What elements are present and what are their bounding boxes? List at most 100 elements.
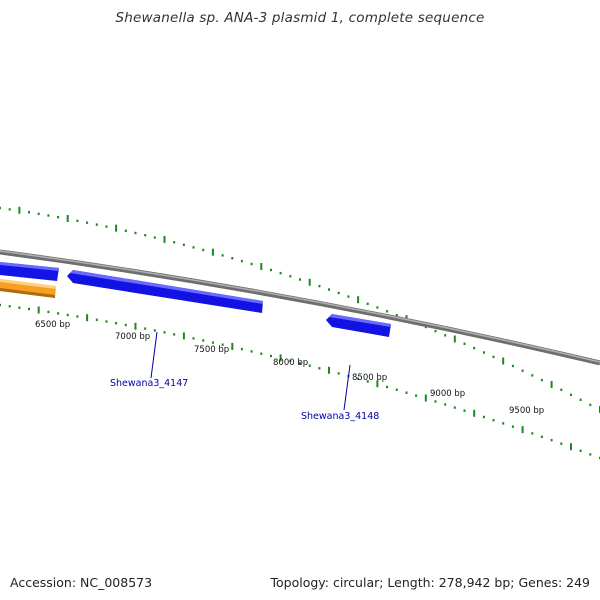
minor-tick bbox=[192, 337, 195, 340]
minor-tick bbox=[424, 325, 427, 329]
minor-tick bbox=[250, 262, 253, 266]
minor-tick bbox=[8, 208, 11, 211]
minor-tick bbox=[502, 422, 505, 425]
gene-reverse-left[interactable] bbox=[0, 279, 56, 298]
minor-tick bbox=[357, 377, 360, 380]
minor-tick bbox=[444, 334, 447, 337]
major-tick bbox=[86, 314, 89, 322]
minor-tick bbox=[28, 211, 30, 214]
minor-tick bbox=[560, 388, 563, 391]
minor-tick bbox=[511, 425, 514, 428]
minor-tick bbox=[405, 391, 408, 394]
major-tick bbox=[182, 332, 185, 340]
major-tick bbox=[424, 394, 427, 402]
minor-tick bbox=[540, 435, 543, 438]
minor-tick bbox=[386, 385, 389, 389]
minor-tick bbox=[299, 362, 301, 365]
minor-tick bbox=[540, 378, 543, 382]
minor-tick bbox=[482, 415, 485, 419]
minor-tick bbox=[395, 388, 398, 391]
minor-tick bbox=[95, 223, 98, 226]
minor-tick bbox=[366, 380, 369, 383]
minor-tick bbox=[511, 364, 514, 368]
minor-tick bbox=[482, 351, 485, 354]
minor-tick bbox=[37, 212, 40, 216]
minor-tick bbox=[240, 259, 243, 263]
minor-tick bbox=[270, 268, 272, 272]
minor-tick bbox=[444, 403, 447, 406]
minor-tick bbox=[434, 400, 437, 403]
minor-tick bbox=[395, 314, 398, 317]
minor-tick bbox=[86, 221, 89, 224]
minor-tick bbox=[279, 271, 282, 275]
minor-tick bbox=[434, 329, 437, 333]
minor-tick bbox=[386, 310, 389, 313]
minor-tick bbox=[221, 343, 224, 346]
minor-tick bbox=[521, 369, 524, 372]
major-tick bbox=[66, 215, 69, 222]
gene-shewana3-4148[interactable] bbox=[326, 314, 391, 337]
gene-label[interactable]: Shewana3_4148 bbox=[301, 411, 379, 422]
accession-text: Accession: NC_008573 bbox=[10, 575, 153, 590]
minor-tick bbox=[318, 284, 321, 288]
major-tick bbox=[328, 366, 330, 374]
gene-shewana3-4147[interactable] bbox=[67, 270, 263, 313]
major-tick bbox=[211, 248, 214, 256]
gene-label[interactable]: Shewana3_4147 bbox=[110, 378, 188, 389]
minor-tick bbox=[18, 306, 21, 309]
minor-tick bbox=[163, 331, 166, 334]
minor-tick bbox=[0, 303, 1, 307]
minor-tick bbox=[366, 302, 369, 305]
minor-tick bbox=[115, 322, 118, 325]
major-tick bbox=[376, 380, 379, 388]
minor-tick bbox=[173, 241, 176, 244]
minor-tick bbox=[299, 278, 301, 281]
minor-tick bbox=[144, 327, 147, 330]
major-tick bbox=[260, 263, 263, 270]
minor-tick bbox=[415, 394, 418, 397]
gene-leader-line bbox=[150, 331, 158, 379]
major-tick bbox=[453, 335, 456, 343]
minor-tick bbox=[57, 312, 60, 315]
minor-tick bbox=[8, 305, 11, 308]
minor-tick bbox=[453, 406, 456, 409]
minor-tick bbox=[250, 350, 253, 353]
minor-tick bbox=[192, 246, 195, 249]
minor-tick bbox=[318, 367, 321, 370]
gene-forward-left[interactable] bbox=[0, 262, 59, 281]
minor-tick bbox=[95, 318, 98, 321]
minor-tick bbox=[28, 307, 30, 311]
tick-label: 6500 bp bbox=[35, 320, 70, 330]
major-tick bbox=[550, 381, 553, 388]
minor-tick bbox=[337, 291, 340, 295]
minor-tick bbox=[47, 214, 50, 217]
major-tick bbox=[521, 426, 524, 434]
minor-tick bbox=[134, 231, 137, 235]
minor-tick bbox=[560, 442, 563, 445]
minor-tick bbox=[579, 398, 582, 401]
plasmid-backbone bbox=[0, 249, 600, 366]
major-tick bbox=[18, 206, 21, 214]
major-tick bbox=[502, 357, 505, 365]
tick-label: 9500 bp bbox=[509, 406, 544, 416]
minor-tick bbox=[589, 453, 592, 456]
minor-tick bbox=[531, 432, 534, 435]
tick-label: 8000 bp bbox=[273, 358, 308, 368]
minor-tick bbox=[231, 257, 234, 260]
major-tick bbox=[134, 322, 137, 330]
minor-tick bbox=[347, 295, 350, 298]
minor-tick bbox=[260, 352, 263, 355]
minor-tick bbox=[173, 333, 176, 336]
minor-tick bbox=[240, 347, 243, 351]
minor-tick bbox=[57, 216, 60, 219]
minor-tick bbox=[144, 234, 147, 237]
tick-label: 7000 bp bbox=[115, 332, 150, 342]
major-tick bbox=[163, 235, 166, 243]
major-tick bbox=[570, 443, 572, 451]
minor-tick bbox=[47, 310, 50, 314]
minor-tick bbox=[463, 409, 466, 412]
minor-tick bbox=[153, 236, 156, 239]
minor-tick bbox=[124, 229, 127, 232]
minor-tick bbox=[289, 359, 292, 362]
